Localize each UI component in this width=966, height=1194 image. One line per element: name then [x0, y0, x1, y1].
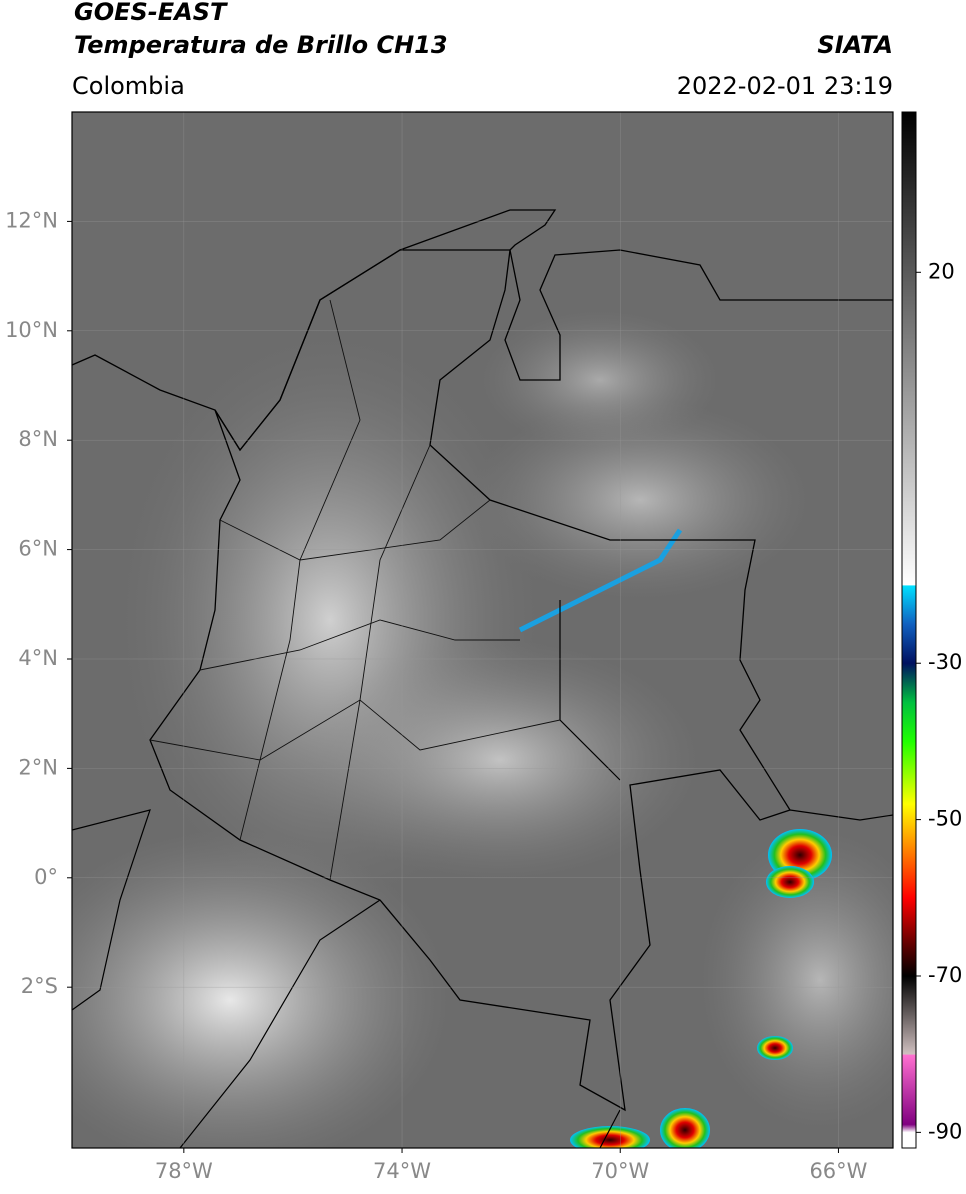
y-tick-label: 0°: [34, 865, 58, 889]
x-tick-label: 70°W: [591, 1159, 649, 1183]
y-tick-label: 12°N: [5, 208, 58, 232]
colorbar-label: -50: [928, 807, 962, 831]
colorbar-label: -70: [928, 963, 962, 987]
datetime: 2022-02-01 23:19: [677, 72, 893, 100]
y-tick-label: 6°N: [18, 537, 58, 561]
x-tick-label: 78°W: [155, 1159, 213, 1183]
map-frame: [71, 111, 894, 1149]
x-tick-label: 66°W: [809, 1159, 867, 1183]
satellite-image: [72, 112, 893, 1148]
x-tick-label: 74°W: [373, 1159, 431, 1183]
y-tick-label: 2°N: [18, 755, 58, 779]
y-tick-label: 2°S: [21, 974, 58, 998]
source: SIATA: [817, 31, 893, 59]
region: Colombia: [72, 72, 185, 100]
title: GOES-EAST: [74, 0, 228, 26]
colorbar-label: -90: [928, 1119, 962, 1143]
colorbar: [901, 111, 917, 1149]
y-tick-label: 8°N: [18, 427, 58, 451]
y-tick-label: 10°N: [5, 318, 58, 342]
subtitle: Temperatura de Brillo CH13: [74, 31, 448, 59]
colorbar-label: 20: [928, 259, 955, 283]
colorbar-label: -30: [928, 650, 962, 674]
y-tick-label: 4°N: [18, 646, 58, 670]
